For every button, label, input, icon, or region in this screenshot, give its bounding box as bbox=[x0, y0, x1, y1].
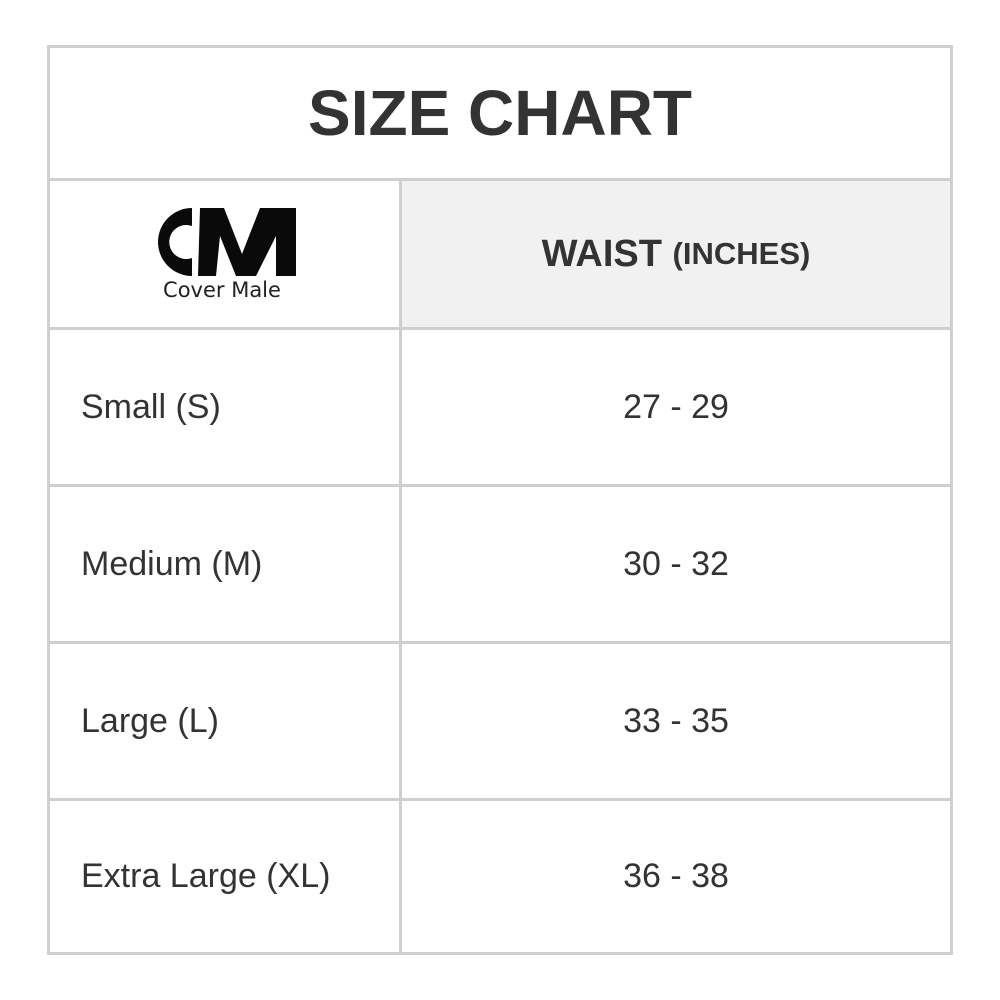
size-chart-table: SIZE CHART Cover Male WAIST (INCHES) Sma… bbox=[47, 45, 953, 955]
table-row: Small (S) 27 - 29 bbox=[50, 330, 950, 487]
unit-label: (INCHES) bbox=[672, 236, 811, 271]
waist-value: 36 - 38 bbox=[623, 857, 729, 895]
size-label: Extra Large (XL) bbox=[81, 857, 331, 895]
waist-value: 33 - 35 bbox=[623, 701, 729, 740]
brand-logo-cell: Cover Male bbox=[50, 181, 402, 327]
waist-value: 27 - 29 bbox=[623, 387, 729, 426]
brand-name: Cover Male bbox=[163, 278, 281, 302]
size-label: Small (S) bbox=[81, 387, 221, 426]
waist-label: WAIST bbox=[541, 232, 662, 275]
waist-value: 30 - 32 bbox=[623, 544, 729, 583]
table-row: Large (L) 33 - 35 bbox=[50, 644, 950, 801]
size-label: Large (L) bbox=[81, 701, 219, 740]
table-row: Medium (M) 30 - 32 bbox=[50, 487, 950, 644]
size-label: Medium (M) bbox=[81, 544, 263, 583]
chart-title: SIZE CHART bbox=[50, 48, 950, 181]
header-row: Cover Male WAIST (INCHES) bbox=[50, 181, 950, 330]
waist-header: WAIST (INCHES) bbox=[402, 181, 950, 327]
cover-male-logo: Cover Male bbox=[157, 208, 296, 302]
table-row: Extra Large (XL) 36 - 38 bbox=[50, 801, 950, 952]
